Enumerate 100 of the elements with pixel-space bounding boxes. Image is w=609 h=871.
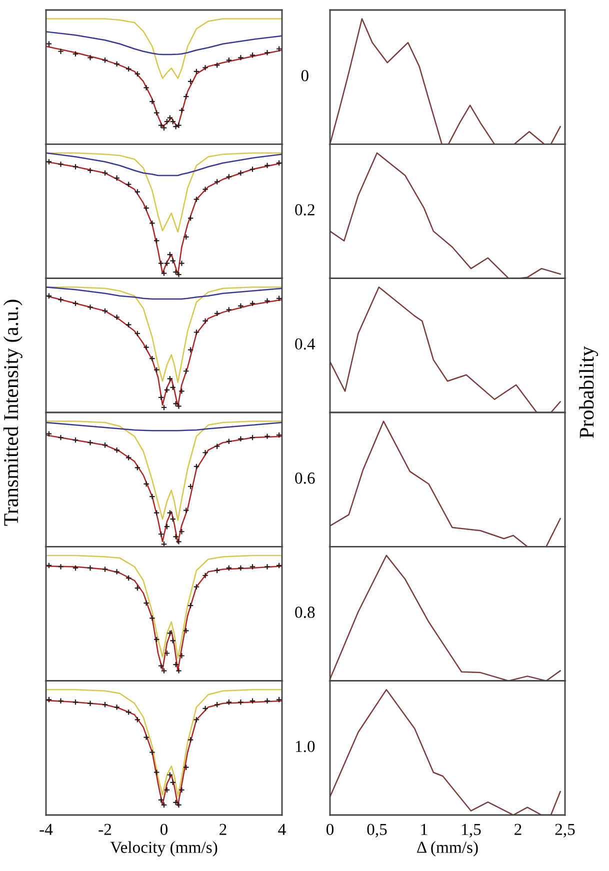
point — [153, 110, 160, 116]
point — [149, 220, 156, 226]
point — [276, 295, 282, 302]
point — [166, 510, 174, 516]
point — [187, 78, 194, 85]
point — [187, 483, 194, 490]
point — [143, 734, 150, 740]
point — [202, 449, 208, 456]
point — [182, 368, 190, 374]
point — [264, 162, 270, 169]
point — [149, 355, 156, 362]
point — [226, 438, 232, 444]
point — [134, 70, 141, 78]
point — [125, 709, 132, 716]
point — [170, 384, 176, 391]
point — [214, 310, 220, 317]
point — [160, 270, 168, 276]
point — [46, 158, 52, 165]
point — [125, 322, 132, 328]
point — [170, 118, 176, 125]
point — [202, 186, 208, 192]
point — [158, 796, 164, 804]
point — [202, 572, 208, 579]
point — [46, 562, 52, 569]
point — [143, 204, 150, 212]
x-tick-label: 0 — [160, 824, 168, 836]
point — [143, 600, 150, 606]
point — [238, 54, 244, 61]
point — [193, 68, 200, 75]
point — [276, 562, 282, 569]
point — [153, 510, 160, 516]
point — [276, 696, 282, 703]
text: 1.0 — [296, 740, 315, 752]
point — [87, 439, 94, 446]
point — [134, 584, 141, 592]
point — [193, 329, 200, 336]
x-tick-label: 2 — [220, 824, 226, 835]
point — [160, 668, 168, 674]
point — [164, 386, 170, 394]
x-tick-label: 1,5 — [462, 824, 481, 838]
point — [160, 124, 168, 132]
point — [182, 234, 190, 240]
point — [166, 375, 174, 382]
point — [134, 464, 141, 471]
text: 0.2 — [295, 204, 314, 216]
point — [182, 628, 190, 634]
point — [187, 214, 194, 222]
point — [134, 330, 141, 337]
point — [238, 564, 244, 572]
point — [72, 50, 79, 58]
point — [276, 432, 282, 438]
text: 0.4 — [295, 338, 316, 350]
point — [172, 268, 179, 276]
x-tick-label: 0 — [326, 824, 334, 836]
point — [149, 98, 156, 105]
x-axis-title: Velocity (mm/s) — [110, 841, 218, 856]
point — [166, 114, 174, 121]
point — [193, 584, 200, 590]
point — [202, 318, 208, 324]
point — [125, 66, 132, 72]
x-tick-label: 4 — [278, 824, 286, 835]
point — [202, 64, 208, 71]
point — [202, 705, 208, 712]
point — [87, 304, 94, 310]
point — [264, 433, 270, 440]
x-tick-label: 2,5 — [555, 824, 575, 838]
point — [46, 292, 52, 300]
point — [87, 167, 94, 174]
point — [72, 436, 79, 444]
point — [214, 567, 220, 574]
point — [87, 54, 94, 61]
point — [172, 533, 179, 540]
x-tick-label: 1 — [421, 824, 428, 835]
text: 0.6 — [295, 472, 315, 484]
point — [176, 271, 182, 278]
point — [214, 443, 220, 450]
point — [158, 530, 164, 538]
point — [249, 698, 256, 704]
point — [125, 454, 132, 461]
text: 0 — [301, 70, 308, 82]
point — [58, 564, 64, 570]
point — [46, 430, 52, 437]
point — [164, 786, 170, 794]
point — [249, 166, 256, 172]
point — [249, 434, 256, 441]
point — [125, 181, 132, 188]
point — [153, 238, 160, 244]
point — [178, 107, 185, 114]
x-tick-label: -4 — [40, 824, 53, 835]
point — [153, 769, 160, 776]
point — [176, 122, 182, 129]
point — [238, 302, 244, 310]
point — [226, 564, 232, 572]
point — [170, 516, 176, 522]
point — [276, 160, 282, 166]
point — [114, 704, 120, 710]
point — [214, 62, 220, 68]
point — [164, 118, 170, 125]
point — [114, 446, 120, 454]
point — [158, 394, 164, 401]
